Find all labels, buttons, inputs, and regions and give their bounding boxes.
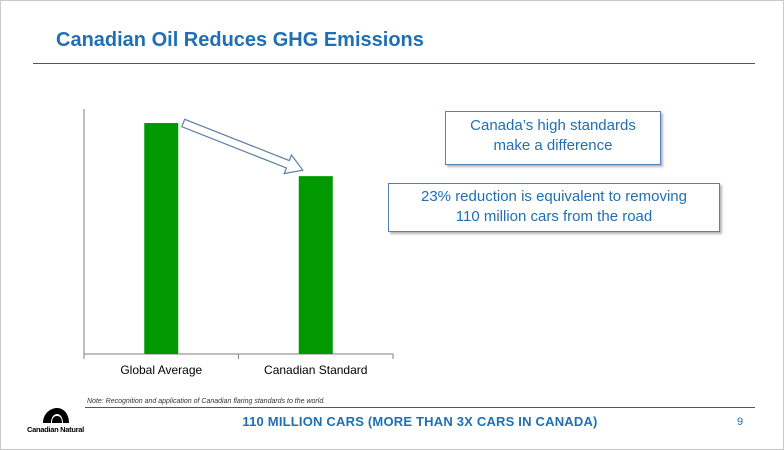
callout-reduction-line2: 110 million cars from the road — [455, 208, 653, 225]
footer-tagline: 110 MILLION CARS (MORE THAN 3X CARS IN C… — [242, 414, 598, 429]
x-tick-label: Canadian Standard — [264, 363, 367, 377]
callout-reduction-line1: 23% reduction is equivalent to removing — [421, 188, 687, 205]
footer-divider — [85, 407, 755, 408]
page-number: 9 — [737, 416, 744, 428]
bar-canadian-standard — [298, 176, 333, 354]
bar-global-average — [144, 123, 179, 354]
title-divider — [33, 63, 755, 64]
company-logo: Canadian Natural — [27, 407, 91, 437]
callout-reduction: 23% reduction is equivalent to removing … — [388, 183, 720, 232]
x-tick-label: Global Average — [120, 363, 202, 377]
footnote: Note: Recognition and application of Can… — [87, 398, 326, 405]
slide-title: Canadian Oil Reduces GHG Emissions — [56, 29, 424, 51]
callout-high-standards-line2: make a difference — [493, 137, 613, 154]
callout-high-standards: Canada’s high standards make a differenc… — [445, 111, 661, 165]
reduction-arrow — [181, 118, 304, 175]
drop-logo-icon — [43, 408, 69, 423]
logo-text: Canadian Natural — [27, 425, 84, 434]
callout-high-standards-line1: Canada’s high standards — [470, 117, 636, 134]
